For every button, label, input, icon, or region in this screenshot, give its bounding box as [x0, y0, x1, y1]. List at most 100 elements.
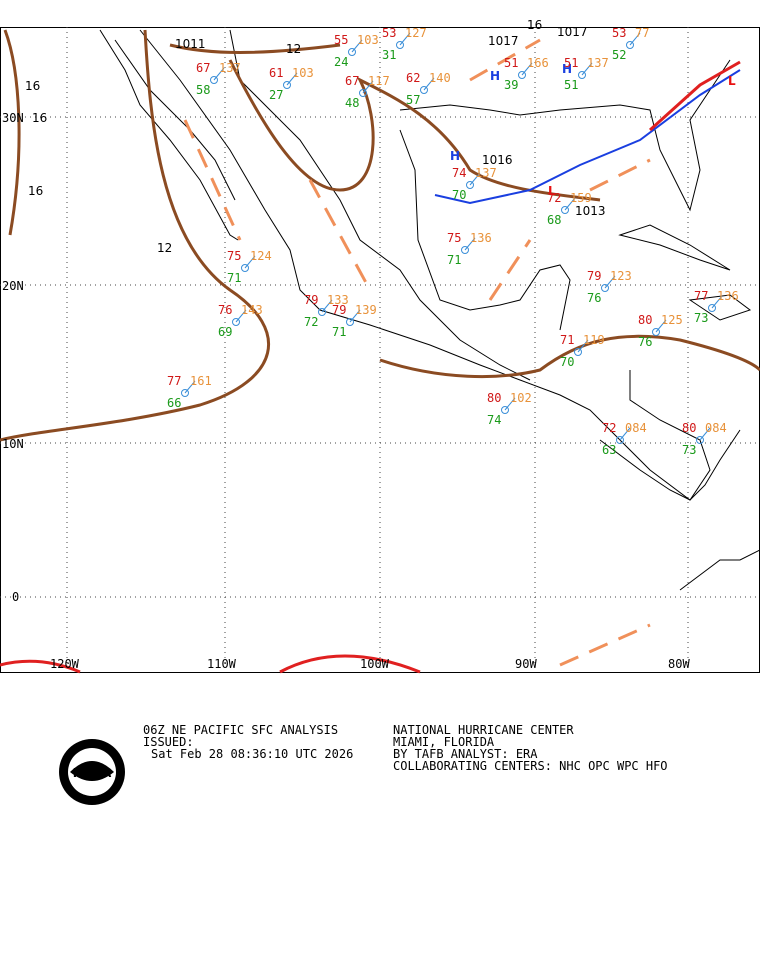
station-pressure: 161	[190, 374, 212, 388]
station-pressure: 136	[717, 289, 739, 303]
station-marker	[461, 246, 469, 254]
wind-barb	[581, 62, 593, 76]
wind-barb	[604, 275, 616, 289]
station-temp: 67	[345, 74, 359, 88]
pressure-center: H	[562, 62, 572, 76]
lat-label: 0	[12, 590, 19, 604]
station-marker	[574, 348, 582, 356]
station-marker	[652, 328, 660, 336]
wind-barb	[349, 309, 361, 323]
station-dew: 48	[345, 96, 359, 110]
station-temp: 75	[447, 231, 461, 245]
station-pressure: 123	[610, 269, 632, 283]
pressure-center: H	[450, 149, 460, 163]
isobar-label: 16	[527, 18, 542, 32]
wind-barb	[286, 72, 298, 86]
station-pressure: 136	[470, 231, 492, 245]
station-marker	[466, 181, 474, 189]
station-marker	[420, 86, 428, 94]
station-dew: 71	[332, 325, 346, 339]
isobars	[0, 29, 760, 442]
logo-text: NOAA	[73, 766, 112, 780]
wind-barb	[184, 380, 196, 394]
station-temp: 75	[227, 249, 241, 263]
station-dew: 24	[334, 55, 348, 69]
noaa-logo	[59, 739, 125, 805]
graticule	[0, 27, 760, 672]
footer-text: ISSUED:	[143, 735, 194, 749]
station-marker	[348, 48, 356, 56]
station-marker	[696, 436, 704, 444]
troughs	[183, 38, 651, 667]
station-pressure: 137	[587, 56, 609, 70]
wind-barb	[469, 172, 481, 186]
station-pressure: 124	[250, 249, 272, 263]
station-temp: 80	[638, 313, 652, 327]
footer-text: MIAMI, FLORIDA	[393, 735, 495, 749]
station-marker	[396, 41, 404, 49]
station-marker	[359, 89, 367, 97]
lon-label: 90W	[515, 657, 537, 671]
station-pressure: 77	[635, 26, 649, 40]
station-pressure: 139	[355, 303, 377, 317]
isobar-label: 1011	[175, 37, 206, 51]
station-dew: 76	[587, 291, 601, 305]
station-marker	[241, 264, 249, 272]
footer-text: BY TAFB ANALYST: ERA	[393, 747, 538, 761]
station-pressure: 103	[357, 33, 379, 47]
station-dew: 57	[406, 93, 420, 107]
station-pressure: 137	[475, 166, 497, 180]
wind-barb	[577, 339, 589, 353]
wind-barb	[629, 32, 641, 46]
station-marker	[346, 318, 354, 326]
wind-barb	[619, 427, 631, 441]
station-marker	[210, 76, 218, 84]
station-marker	[708, 304, 716, 312]
isobar-label: 1013	[575, 204, 606, 218]
station-marker	[232, 318, 240, 326]
station-temp: 71	[560, 333, 574, 347]
wind-barb	[564, 197, 576, 211]
station-dew: 68	[547, 213, 561, 227]
lat-label: 30N	[2, 111, 24, 125]
lat-label: 20N	[2, 279, 24, 293]
pressure-center: L	[548, 184, 556, 198]
pressure-center: H	[490, 69, 500, 83]
map-frame	[0, 27, 760, 673]
coastlines	[99, 29, 760, 591]
station-dew: 58	[196, 83, 210, 97]
wind-barb	[321, 299, 333, 313]
station-dew: 66	[167, 396, 181, 410]
station-pressure: 084	[625, 421, 647, 435]
isobar-label: 1016	[482, 153, 513, 167]
station-dew: 73	[682, 443, 696, 457]
wind-barb	[351, 39, 363, 53]
station-temp: 67	[196, 61, 210, 75]
station-marker	[501, 406, 509, 414]
footer-text: COLLABORATING CENTERS: NHC OPC WPC HFO	[393, 759, 668, 773]
isobar-label: 16	[25, 79, 40, 93]
station-marker	[283, 81, 291, 89]
wind-barb	[423, 77, 435, 91]
wind-barb	[362, 80, 374, 94]
lon-label: 100W	[360, 657, 390, 671]
station-dew: 72	[304, 315, 318, 329]
cold-front	[434, 69, 741, 205]
wind-barb	[504, 397, 516, 411]
station-pressure: 102	[510, 391, 532, 405]
lat-label: 10N	[2, 437, 24, 451]
hatched-area	[0, 654, 421, 674]
warm-front	[648, 60, 741, 132]
station-dew: 74	[487, 413, 501, 427]
station-temp: 61	[269, 66, 283, 80]
station-temp: 77	[167, 374, 181, 388]
isobar-label: 12	[157, 241, 172, 255]
wind-barb	[235, 309, 247, 323]
station-temp: 72	[547, 191, 561, 205]
station-marker	[616, 436, 624, 444]
wind-barb	[699, 427, 711, 441]
station-pressure: 143	[241, 303, 263, 317]
wind-barb	[655, 319, 667, 333]
station-pressure: 159	[570, 191, 592, 205]
